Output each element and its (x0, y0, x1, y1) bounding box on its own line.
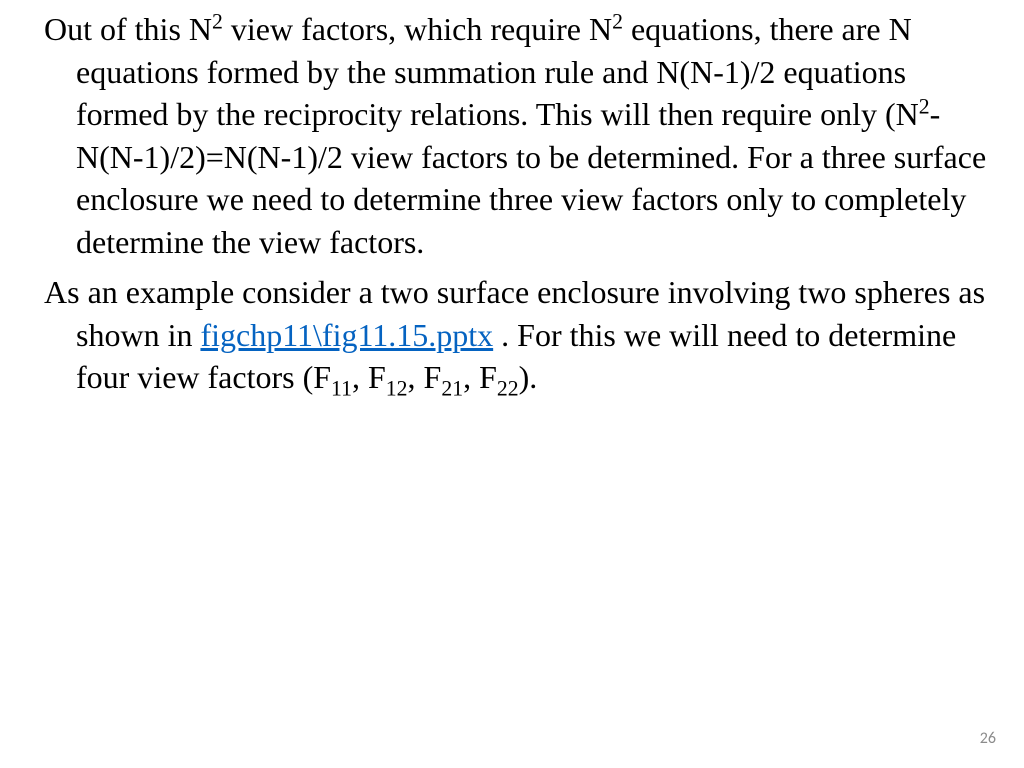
p2-text-5: , F (463, 359, 497, 395)
p2-text-4: , F (408, 359, 442, 395)
p2-sub-3: 21 (441, 377, 463, 401)
p2-sub-4: 22 (497, 377, 519, 401)
p2-text-3: , F (352, 359, 386, 395)
p1-sup-2: 2 (612, 9, 623, 33)
p1-text-2: view factors, which require N (223, 11, 612, 47)
p2-sub-1: 11 (331, 377, 352, 401)
slide: Out of this N2 view factors, which requi… (0, 0, 1024, 768)
figure-link[interactable]: figchp11\fig11.15.pptx (200, 317, 493, 353)
page-number: 26 (980, 729, 996, 748)
p2-text-6: ). (519, 359, 538, 395)
p1-text-1: Out of this N (44, 11, 212, 47)
paragraph-2: As an example consider a two surface enc… (20, 271, 1004, 399)
p1-sup-3: 2 (919, 94, 930, 118)
paragraph-1: Out of this N2 view factors, which requi… (20, 8, 1004, 263)
p2-sub-2: 12 (386, 377, 408, 401)
p1-sup-1: 2 (212, 9, 223, 33)
